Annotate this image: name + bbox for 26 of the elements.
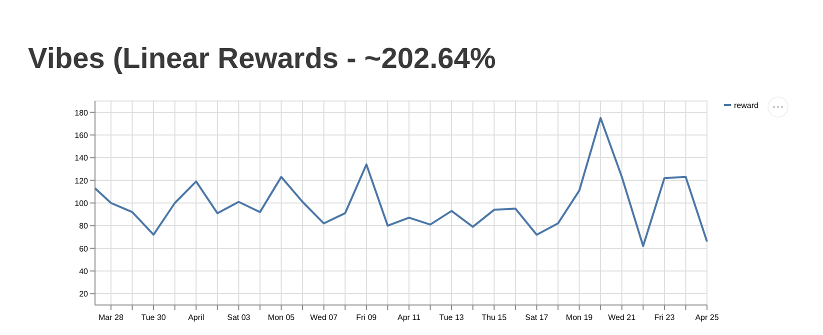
x-tick-label: Apr 25 [695,313,720,322]
y-tick-label: 160 [74,131,89,140]
x-tick-label: Sat 03 [227,313,251,322]
y-tick-label: 180 [74,108,89,118]
x-tick-label: Tue 30 [141,313,166,322]
y-tick-label: 140 [74,154,89,163]
x-tick-label: Wed 07 [310,313,338,322]
x-tick-label: Tue 13 [439,313,464,322]
chart-title: Vibes (Linear Rewards - ~202.64% [28,43,496,75]
x-tick-label: Thu 15 [482,313,508,322]
x-tick-label: April [188,313,204,322]
y-tick-label: 60 [79,244,89,254]
x-tick-label: Wed 21 [608,313,636,322]
y-tick-label: 120 [74,176,89,186]
x-tick-label: Sat 17 [525,313,549,322]
legend-label: reward [734,101,758,110]
x-tick-label: Mon 19 [566,313,594,322]
x-tick-label: Mar 28 [98,313,124,322]
x-tick-label: Fri 09 [356,313,378,322]
y-tick-label: 20 [79,290,89,299]
x-tick-label: Fri 23 [654,313,676,322]
y-tick-label: 100 [74,199,89,208]
x-tick-label: Mon 05 [268,313,296,322]
x-tick-label: Apr 11 [397,313,422,322]
y-tick-label: 40 [79,267,89,276]
y-tick-label: 80 [79,222,89,231]
